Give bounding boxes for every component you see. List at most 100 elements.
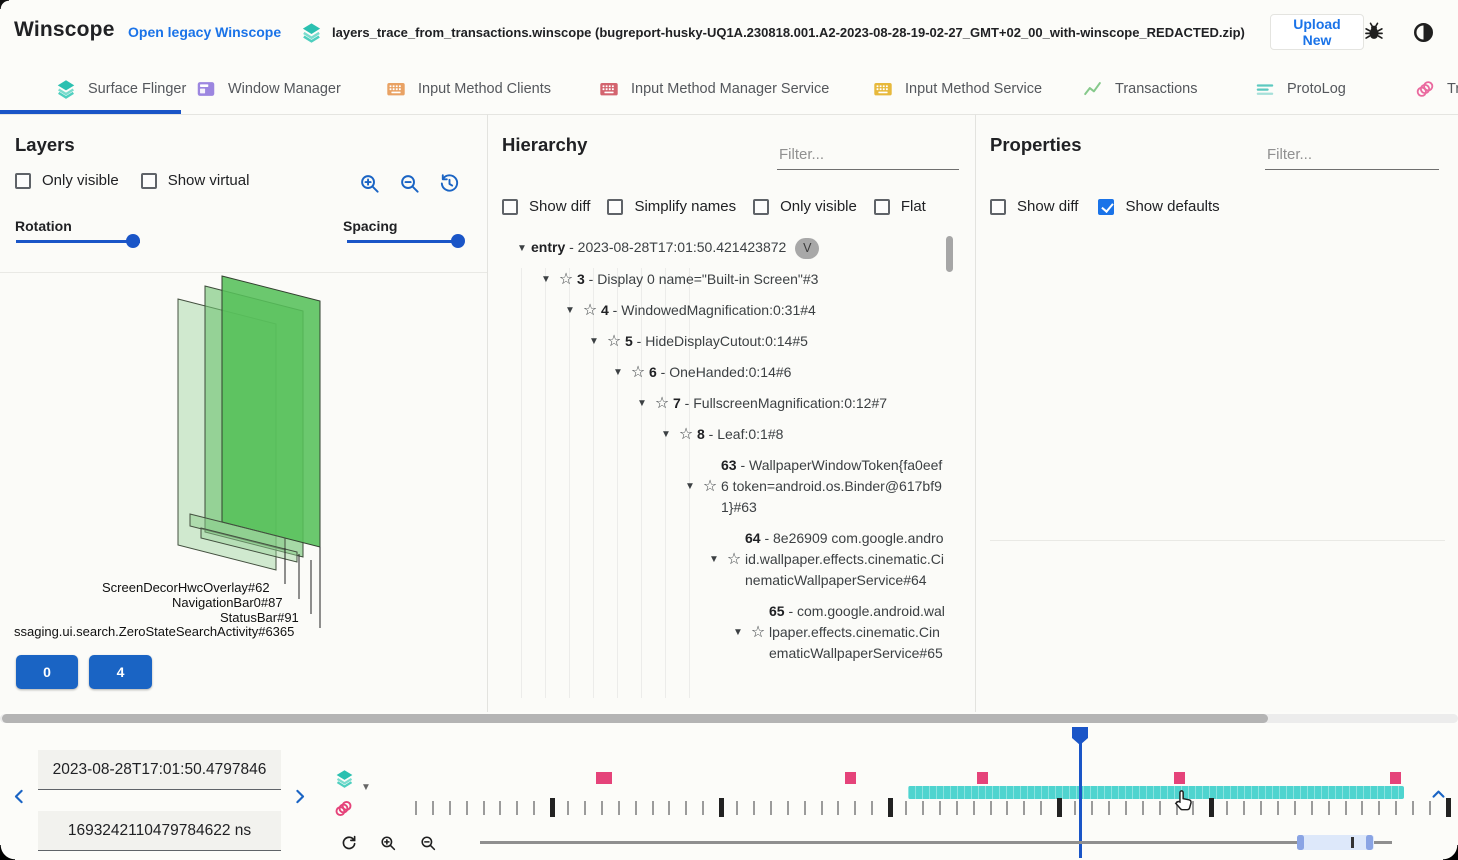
tab-input-method-clients[interactable]: Input Method Clients [385, 64, 551, 114]
layer-label[interactable]: ssaging.ui.search.ZeroStateSearchActivit… [14, 624, 295, 639]
tree-node[interactable]: ▼ ☆ 4 - WindowedMagnification:0:31#4 [487, 295, 975, 326]
tree-node[interactable]: ▼ ☆ 6 - OneHanded:0:14#6 [487, 357, 975, 388]
tab-transitions[interactable]: Tra [1414, 64, 1458, 114]
show-virtual-checkbox[interactable]: Show virtual [140, 172, 249, 189]
surfaceflinger-entries-band[interactable] [908, 786, 1404, 799]
active-trace-layers-icon[interactable] [334, 768, 355, 789]
tab-protolog[interactable]: ProtoLog [1254, 64, 1346, 114]
trace-selector-caret[interactable]: ▼ [361, 782, 371, 793]
tree-node[interactable]: ▼ ☆ 3 - Display 0 name="Built-in Screen"… [487, 264, 975, 295]
checkbox-box[interactable] [873, 198, 890, 215]
transaction-marker[interactable] [1390, 772, 1401, 784]
layer-label[interactable]: ScreenDecorHwcOverlay#62 [102, 580, 270, 595]
tree-node[interactable]: ▼ ☆ 7 - FullscreenMagnification:0:12#7 [487, 388, 975, 419]
timestamp-ns-input[interactable] [38, 811, 281, 851]
range-handle-right[interactable] [1366, 835, 1373, 850]
transactions-trace-icon[interactable] [333, 798, 354, 819]
collapse-timeline-button[interactable] [1430, 786, 1447, 803]
only-visible-checkbox[interactable]: Only visible [15, 172, 119, 189]
transaction-marker[interactable] [977, 772, 988, 784]
tree-node[interactable]: ▼ ☆ 5 - HideDisplayCutout:0:14#5 [487, 326, 975, 357]
collapse-icon[interactable]: ▼ [589, 336, 599, 347]
playhead-flag[interactable] [1071, 726, 1089, 746]
checkbox-box[interactable] [753, 198, 770, 215]
rotation-slider[interactable] [16, 234, 140, 248]
collapse-icon[interactable]: ▼ [709, 554, 719, 565]
collapse-icon[interactable]: ▼ [685, 481, 695, 492]
content-scrollbar-thumb[interactable] [2, 714, 1268, 723]
pin-star-icon[interactable]: ☆ [606, 333, 622, 350]
only-visible-checkbox[interactable]: Only visible [753, 198, 857, 215]
tree-node-entry[interactable]: ▼ entry - 2023-08-28T17:01:50.421423872 V [487, 232, 975, 264]
checkbox-box[interactable] [607, 198, 624, 215]
display-button-0[interactable]: 0 [16, 655, 78, 689]
layer-label[interactable]: StatusBar#91 [220, 610, 299, 625]
collapse-icon[interactable]: ▼ [661, 429, 671, 440]
timeline-zoom-in-icon[interactable] [379, 834, 397, 852]
display-button-4[interactable]: 4 [89, 655, 152, 689]
pin-star-icon[interactable]: ☆ [750, 624, 766, 641]
pin-star-icon[interactable]: ☆ [678, 426, 694, 443]
pin-star-icon[interactable]: ☆ [654, 395, 670, 412]
range-handle-left[interactable] [1297, 835, 1304, 850]
checkbox-box[interactable] [140, 172, 157, 189]
show-diff-checkbox[interactable]: Show diff [502, 198, 590, 215]
next-entry-button[interactable] [291, 788, 308, 805]
tab-input-method-service[interactable]: Input Method Service [872, 64, 1042, 114]
timeline-range-line-right[interactable] [1374, 841, 1392, 844]
checkbox-box-checked[interactable] [1098, 198, 1115, 215]
previous-entry-button[interactable] [11, 788, 28, 805]
pin-star-icon[interactable]: ☆ [702, 478, 718, 495]
layers-3d-view[interactable] [0, 272, 487, 654]
transaction-marker[interactable] [596, 772, 612, 784]
collapse-icon[interactable]: ▼ [613, 367, 623, 378]
pin-star-icon[interactable]: ☆ [726, 551, 742, 568]
properties-show-diff-checkbox[interactable]: Show diff [990, 198, 1078, 215]
slider-thumb[interactable] [451, 234, 465, 248]
hierarchy-filter-input[interactable] [777, 144, 959, 170]
report-bug-icon[interactable] [1363, 21, 1385, 43]
tab-window-manager[interactable]: Window Manager [195, 64, 341, 114]
collapse-icon[interactable]: ▼ [637, 398, 647, 409]
zoom-in-icon[interactable] [358, 172, 381, 195]
collapse-icon[interactable]: ▼ [733, 627, 743, 638]
flat-checkbox[interactable]: Flat [873, 198, 926, 215]
slider-track[interactable] [16, 240, 140, 243]
tree-node[interactable]: ▼ ☆ 64 - 8e26909 com.google.android.wall… [487, 523, 975, 596]
zoom-out-icon[interactable] [398, 172, 421, 195]
hierarchy-scrollbar[interactable] [946, 236, 953, 272]
timeline-refresh-icon[interactable] [340, 834, 358, 852]
tab-surface-flinger[interactable]: Surface Flinger [55, 64, 186, 114]
pin-star-icon[interactable]: ☆ [582, 302, 598, 319]
checkbox-box[interactable] [15, 172, 31, 189]
checkbox-box[interactable] [990, 198, 1006, 215]
timeline-range-selection[interactable] [1300, 835, 1374, 850]
slider-thumb[interactable] [126, 234, 140, 248]
playhead-line[interactable] [1079, 727, 1082, 858]
transaction-marker[interactable] [1174, 772, 1185, 784]
tab-input-method-manager-service[interactable]: Input Method Manager Service [598, 64, 829, 114]
properties-filter-input[interactable] [1265, 144, 1439, 170]
simplify-names-checkbox[interactable]: Simplify names [607, 198, 736, 215]
tree-node[interactable]: ▼ ☆ 8 - Leaf:0:1#8 [487, 419, 975, 450]
open-legacy-link[interactable]: Open legacy Winscope [128, 24, 282, 40]
collapse-icon[interactable]: ▼ [565, 305, 575, 316]
layer-label[interactable]: NavigationBar0#87 [172, 595, 283, 610]
dark-mode-toggle-icon[interactable] [1412, 21, 1434, 43]
tree-node[interactable]: ▼ ☆ 65 - com.google.android.wallpaper.ef… [487, 596, 975, 669]
show-defaults-checkbox[interactable]: Show defaults [1098, 198, 1220, 215]
spacing-slider[interactable] [347, 234, 465, 248]
transaction-marker[interactable] [845, 772, 856, 784]
pin-star-icon[interactable]: ☆ [630, 364, 646, 381]
pin-star-icon[interactable]: ☆ [558, 271, 574, 288]
upload-new-button[interactable]: Upload New [1270, 14, 1364, 50]
checkbox-box[interactable] [502, 198, 518, 215]
collapse-icon[interactable]: ▼ [541, 274, 551, 285]
reset-view-icon[interactable] [438, 172, 461, 195]
timestamp-readable-input[interactable] [38, 750, 281, 790]
timeline-zoom-out-icon[interactable] [419, 834, 437, 852]
slider-track[interactable] [347, 240, 463, 243]
tab-transactions[interactable]: Transactions [1082, 64, 1197, 114]
collapse-icon[interactable]: ▼ [517, 242, 527, 254]
timeline-range-line[interactable] [480, 841, 1302, 844]
